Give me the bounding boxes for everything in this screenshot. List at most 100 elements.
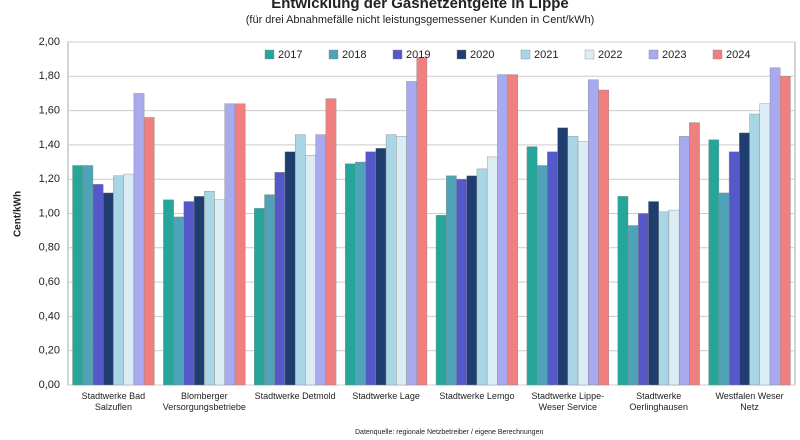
bar xyxy=(325,98,337,386)
y-tick-label: 1,60 xyxy=(39,105,60,117)
bar xyxy=(72,165,83,386)
bar xyxy=(143,117,155,386)
bar xyxy=(769,67,781,386)
bar xyxy=(274,172,286,386)
bar xyxy=(264,194,275,386)
y-tick-label: 1,80 xyxy=(39,70,60,82)
bar xyxy=(536,165,548,386)
legend-swatch xyxy=(648,49,659,60)
bar xyxy=(588,79,599,386)
bar xyxy=(749,113,760,386)
y-tick-label: 0,40 xyxy=(39,310,60,322)
bar xyxy=(567,136,579,386)
bar xyxy=(284,151,296,386)
bar xyxy=(396,136,407,386)
legend-label: 2022 xyxy=(598,49,622,61)
bar xyxy=(617,196,629,386)
y-tick-label: 0,80 xyxy=(39,242,60,254)
bar xyxy=(113,175,124,386)
bar xyxy=(638,213,649,386)
legend-swatch xyxy=(328,49,339,60)
bar xyxy=(92,184,104,386)
bar xyxy=(355,161,366,386)
y-tick-label: 1,00 xyxy=(39,207,60,219)
source: Datenquelle: regionale Netzbetreiber / e… xyxy=(355,429,543,436)
x-tick-label: Blomberger Versorgungsbetriebe xyxy=(162,391,246,412)
bar xyxy=(486,156,498,386)
bar xyxy=(678,136,690,386)
bar xyxy=(547,151,558,386)
bar xyxy=(173,216,185,386)
bar xyxy=(234,103,246,386)
bar xyxy=(577,141,589,386)
bar xyxy=(183,201,195,386)
y-tick-label: 1,20 xyxy=(39,173,60,185)
bar xyxy=(365,151,377,386)
bar xyxy=(385,134,397,386)
legend-swatch xyxy=(712,49,723,60)
bar xyxy=(648,201,659,386)
x-tick-label: Stadtwerke Oerlinghausen xyxy=(629,391,688,412)
chart-title: Entwicklung der Gasnetzentgelte in Lippe xyxy=(271,0,569,12)
bar xyxy=(82,165,94,386)
bar xyxy=(780,76,791,386)
bar xyxy=(557,127,569,386)
y-tick-label: 1,40 xyxy=(39,139,60,151)
y-tick-label: 0,60 xyxy=(39,276,60,288)
bar xyxy=(344,163,356,386)
bar xyxy=(193,196,205,386)
bar xyxy=(315,134,327,386)
legend-swatch xyxy=(584,49,595,60)
bar xyxy=(294,134,306,386)
bar xyxy=(416,57,428,386)
legend-label: 2020 xyxy=(470,49,494,61)
bar xyxy=(456,178,467,386)
bar xyxy=(627,225,639,386)
bar xyxy=(497,74,508,386)
y-tick-label: 0,20 xyxy=(39,345,60,357)
bar xyxy=(103,192,114,386)
legend-swatch xyxy=(264,49,275,60)
bar xyxy=(254,208,265,386)
legend-swatch xyxy=(520,49,531,60)
bar xyxy=(446,175,457,386)
x-tick-label: Stadtwerke Lippe-Weser Service xyxy=(531,391,605,412)
bar xyxy=(214,199,225,386)
x-tick-label: Westfalen Weser Netz xyxy=(715,391,784,412)
bar xyxy=(204,191,215,386)
bar xyxy=(668,209,680,386)
legend-label: 2024 xyxy=(726,49,750,61)
x-tick-label: Stadtwerke Lemgo xyxy=(439,391,515,401)
bar xyxy=(718,192,730,386)
legend-label: 2019 xyxy=(406,49,430,61)
legend-label: 2023 xyxy=(662,49,686,61)
y-tick-label: 0,00 xyxy=(39,379,60,391)
bar xyxy=(739,132,750,386)
bar xyxy=(406,81,417,386)
bar xyxy=(658,211,670,386)
legend-label: 2021 xyxy=(534,49,558,61)
bar xyxy=(708,139,720,386)
bar xyxy=(163,199,174,386)
bar xyxy=(759,103,771,386)
chart-subtitle: (für drei Abnahmefälle nicht leistungsge… xyxy=(246,14,595,26)
bar xyxy=(123,173,135,386)
legend-label: 2017 xyxy=(278,49,302,61)
bar xyxy=(435,215,447,386)
bar xyxy=(728,151,740,386)
bar xyxy=(689,122,700,386)
bar xyxy=(598,89,609,386)
bar xyxy=(476,168,488,386)
legend-swatch xyxy=(392,49,403,60)
x-tick-label: Stadtwerke Bad Salzuflen xyxy=(81,391,146,412)
bar xyxy=(466,175,478,386)
x-tick-label: Stadtwerke Detmold xyxy=(254,391,336,401)
bar xyxy=(507,74,519,386)
legend-swatch xyxy=(456,49,467,60)
y-axis-label: Cent/kWh xyxy=(13,191,24,237)
y-tick-label: 2,00 xyxy=(39,36,60,48)
x-tick-label: Stadtwerke Lage xyxy=(352,391,420,401)
bar xyxy=(305,154,316,386)
